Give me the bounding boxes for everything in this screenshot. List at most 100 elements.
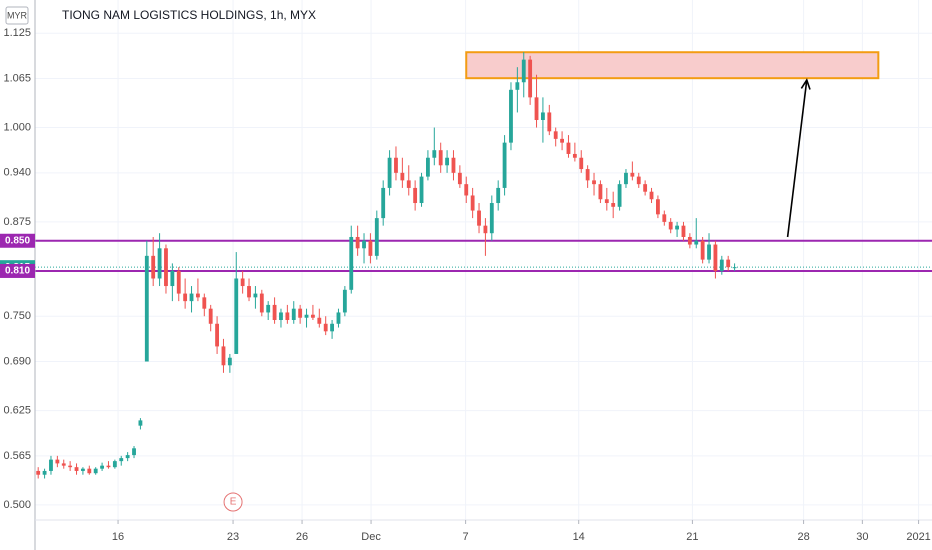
candle-body [445,157,449,166]
candle-body [132,448,136,456]
candle-body [406,180,411,188]
event-marker[interactable] [223,492,243,512]
candle-body [547,112,552,132]
chart-title: TIONG NAM LOGISTICS HOLDINGS, 1h, MYX [62,8,316,22]
price-marker-label: 0.850 [5,235,30,246]
candle-body [477,210,481,226]
candle-body [342,289,347,313]
currency-box[interactable] [5,6,29,25]
candle-body [700,240,705,260]
candle-body [362,240,366,249]
candle-body [202,297,207,309]
x-tick-label: 21 [686,531,698,543]
candle-body [502,142,507,188]
candle-body [464,184,469,196]
candle-body [151,255,156,279]
candle-body [176,270,181,294]
candle-body [509,89,513,143]
candle-body [630,172,635,177]
candle-body [515,82,520,90]
candle-body [541,112,545,120]
candle-body [247,286,251,298]
x-tick-label: 23 [227,531,239,543]
candle-body [61,463,66,466]
candle-body [189,293,194,302]
candle-body [611,203,616,207]
candle-body [457,172,462,185]
candle-body [419,176,424,204]
candle-body [438,150,443,166]
y-tick-label: 0.565 [3,450,31,462]
candle-body [323,323,328,332]
candle-body [451,157,456,173]
candle-body [304,314,309,318]
candle-body [687,236,692,245]
candle-body [560,138,564,143]
candle-body [368,240,373,256]
candle-body [36,470,41,475]
candle-body [381,187,386,219]
drawings [35,51,932,272]
candle-body [668,221,673,230]
candle-body [585,169,590,181]
candle-body [298,308,303,318]
candle-body [713,244,718,271]
candle-body [483,225,488,234]
x-tick-label: 2021 [906,531,930,543]
candle-body [138,420,143,426]
candle-body [74,467,79,471]
price-marker [0,233,35,248]
candle-body [49,459,53,471]
candle-body [330,323,334,332]
candle-body [413,187,418,204]
candle-body [208,308,213,324]
candle-body [317,317,322,324]
candle-body [534,97,539,120]
x-tick-label: 16 [112,531,124,543]
candle-body [81,468,85,471]
candle-body [374,218,379,256]
candle-body [707,244,711,260]
y-tick-label: 0.500 [3,499,31,511]
candle-body [355,236,360,249]
candle-body [470,195,475,211]
candle-body [617,184,622,207]
candle-body [68,465,73,468]
candle-body [681,225,686,237]
y-tick-label: 0.625 [3,404,31,416]
candle-body [253,293,258,298]
y-tick-label: 0.940 [3,167,31,179]
candle-body [227,357,232,366]
candle-body [42,470,47,475]
candle-body [272,304,277,320]
x-tick-label: 7 [463,531,469,543]
event-label: E [230,497,237,508]
candle-body [489,203,494,234]
target-zone [465,51,880,80]
candle-body [100,465,104,469]
y-tick-label: 0.750 [3,310,31,322]
candle-body [285,312,290,320]
candle-body [311,314,315,318]
price-marker-label: 0.810 [5,266,30,277]
candle-body [662,214,667,222]
candle-body [387,157,392,188]
candle-body [566,142,571,154]
candle-body [266,304,271,313]
candle-body [125,455,130,459]
candle-body [336,312,341,324]
currency: MYR [7,10,28,20]
candle-body [400,172,405,181]
candle-body [144,255,149,362]
candle-body [196,293,200,298]
candle-body [234,278,239,354]
x-tick-label: Dec [361,531,381,543]
candle-body [119,458,124,462]
candle-body [87,468,92,474]
candle-body [694,240,699,245]
candle-body [675,225,679,230]
candle-body [55,459,60,464]
candle-body [592,180,596,185]
candle-body [183,293,188,302]
